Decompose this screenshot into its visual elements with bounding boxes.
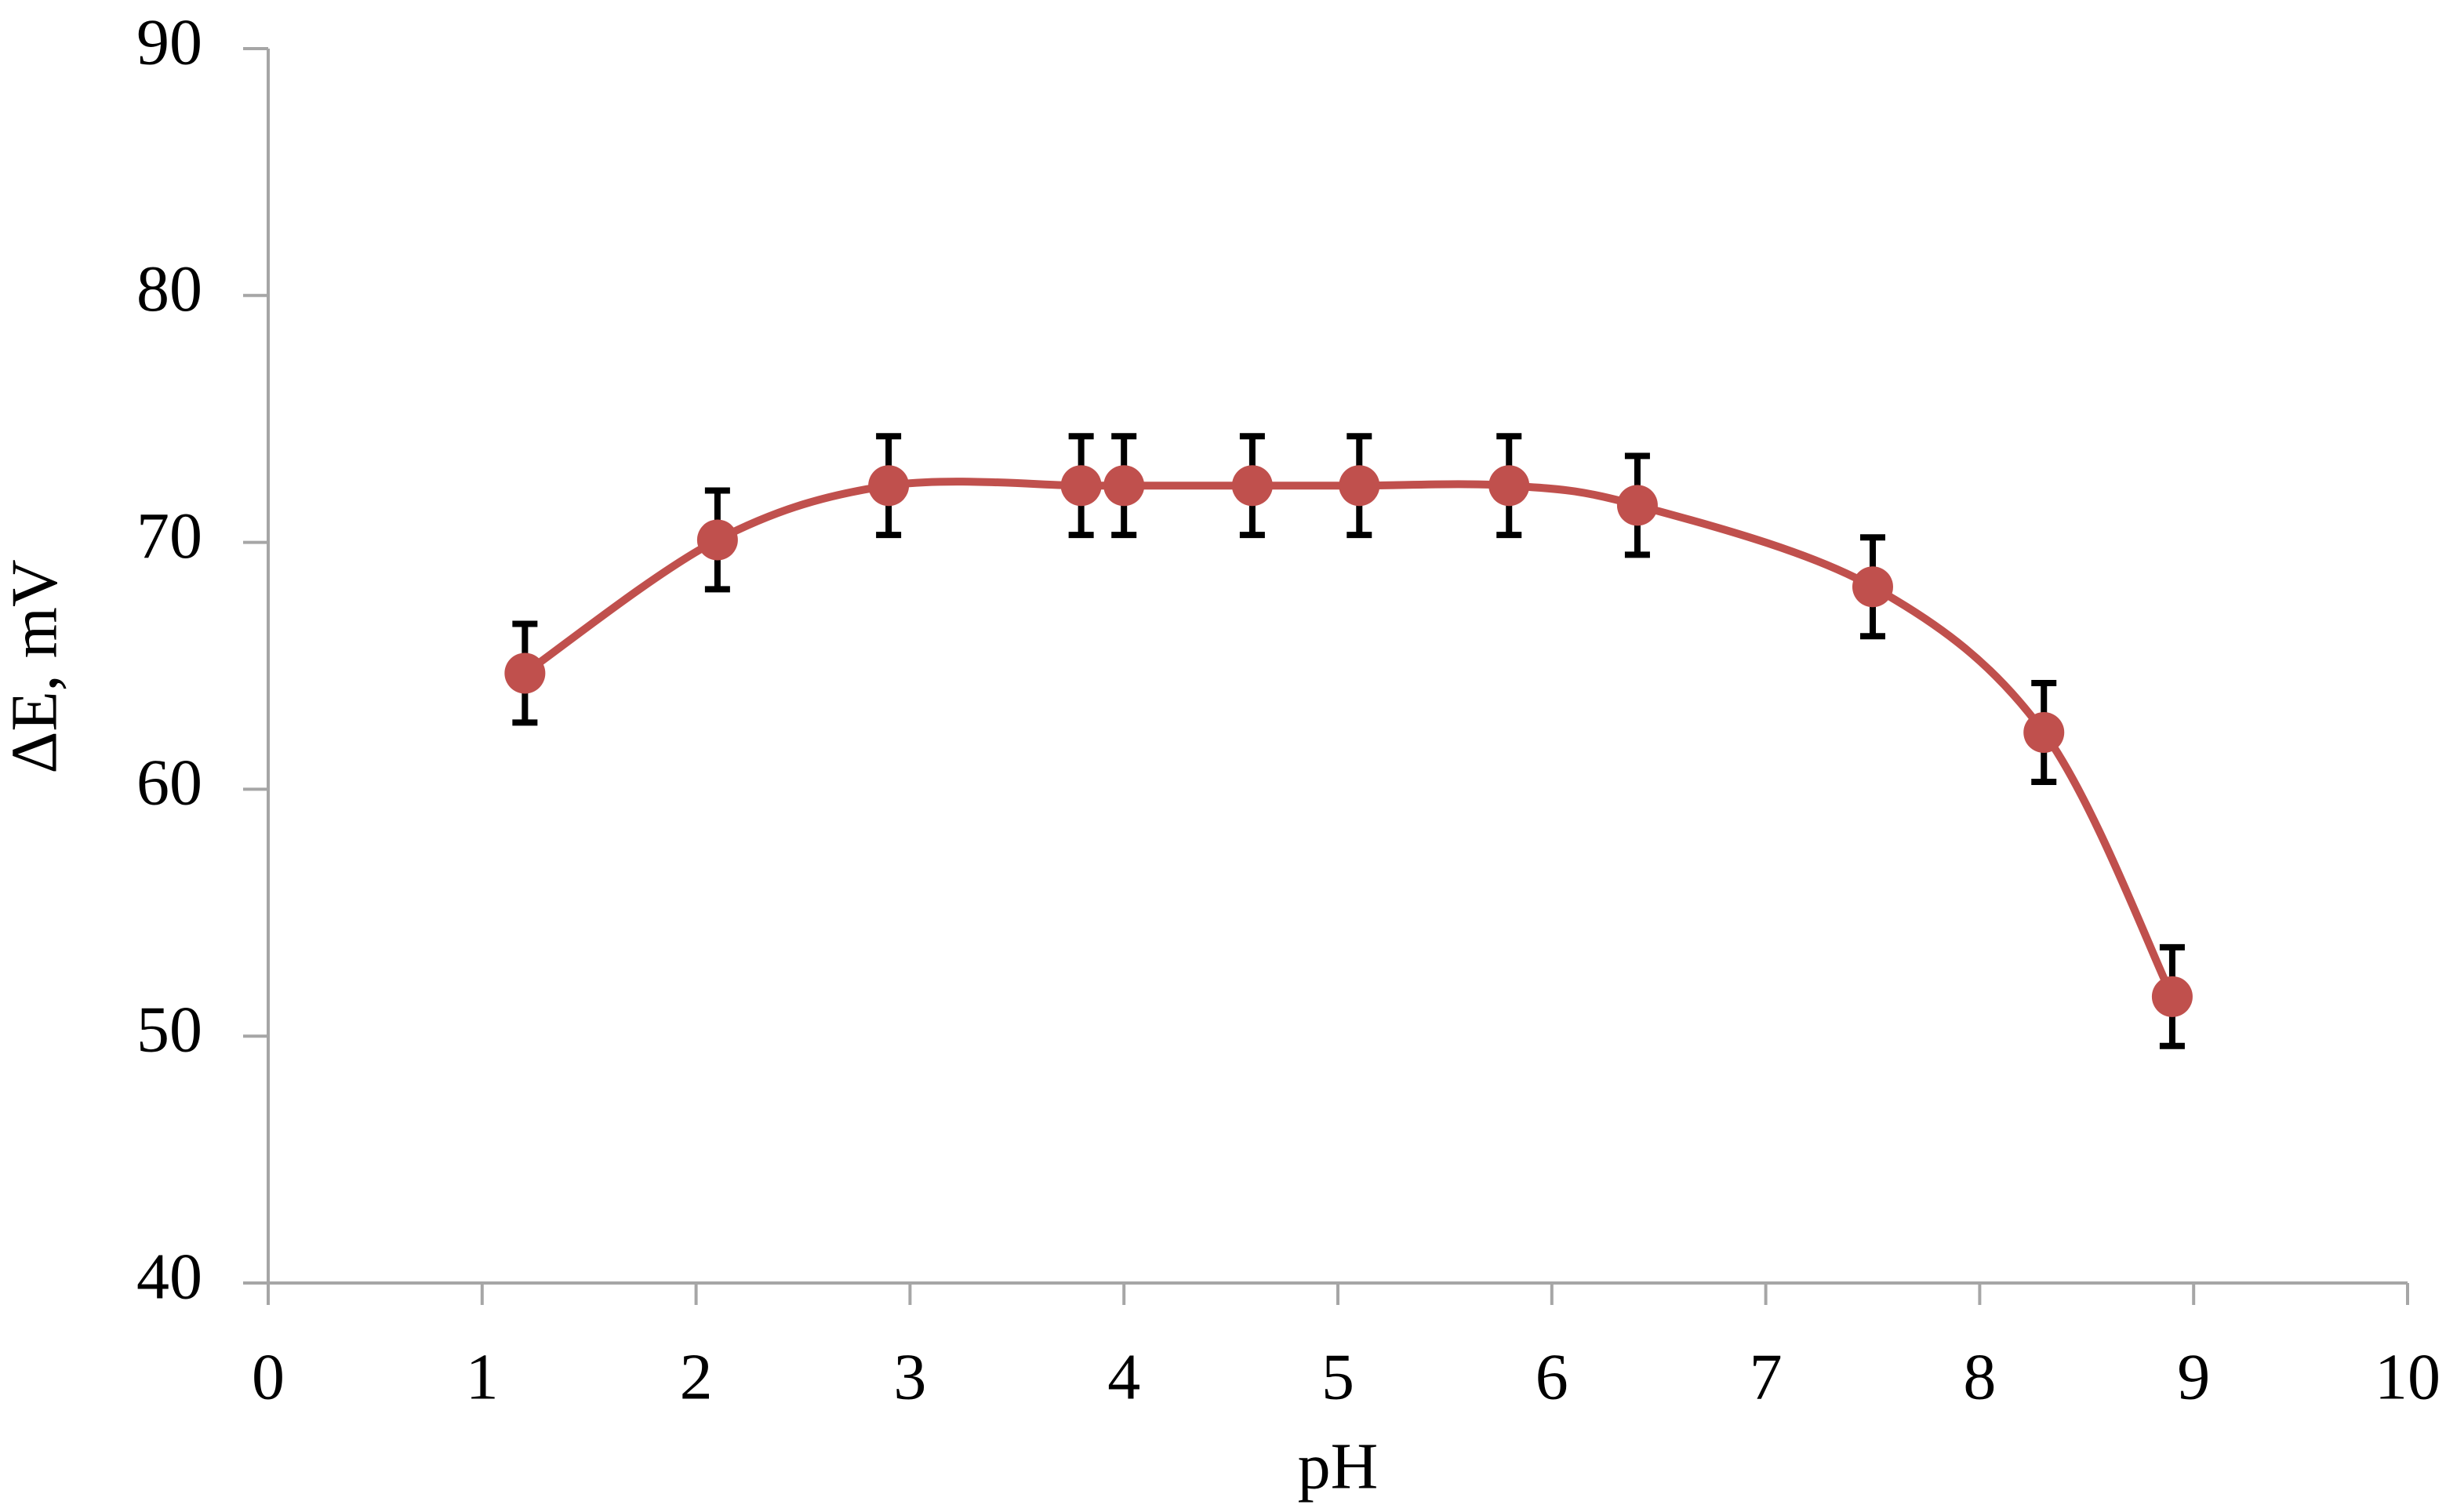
y-axis-label: ΔE, mV	[0, 559, 71, 773]
y-tick-label: 70	[136, 500, 202, 572]
data-point	[696, 519, 738, 561]
x-tick-label: 5	[1321, 1340, 1354, 1413]
x-tick-label: 10	[2375, 1340, 2441, 1413]
x-tick-label: 1	[466, 1340, 499, 1413]
data-point	[2151, 976, 2193, 1017]
x-tick-label: 6	[1536, 1340, 1568, 1413]
data-point	[1488, 465, 1530, 507]
x-tick-label: 7	[1750, 1340, 1783, 1413]
y-tick-label: 60	[136, 747, 202, 820]
data-point	[1231, 465, 1273, 507]
y-tick-label: 90	[136, 5, 202, 78]
y-tick-label: 40	[136, 1240, 202, 1313]
data-point	[2023, 711, 2065, 753]
data-point	[504, 652, 546, 694]
data-line	[522, 478, 2176, 999]
x-tick-label: 8	[1963, 1340, 1996, 1413]
data-point	[1103, 465, 1145, 507]
data-point	[1339, 465, 1380, 507]
x-tick-label: 9	[2177, 1340, 2210, 1413]
x-tick-label: 3	[893, 1340, 926, 1413]
y-tick-label: 50	[136, 993, 202, 1066]
x-tick-label: 0	[252, 1340, 285, 1413]
data-point	[1060, 465, 1102, 507]
data-point	[1616, 485, 1658, 526]
x-axis-label: pH	[1298, 1430, 1379, 1503]
y-tick-label: 80	[136, 253, 202, 325]
x-tick-label: 2	[680, 1340, 713, 1413]
x-tick-label: 4	[1107, 1340, 1140, 1413]
data-point	[1852, 566, 1893, 608]
data-point	[868, 465, 910, 507]
